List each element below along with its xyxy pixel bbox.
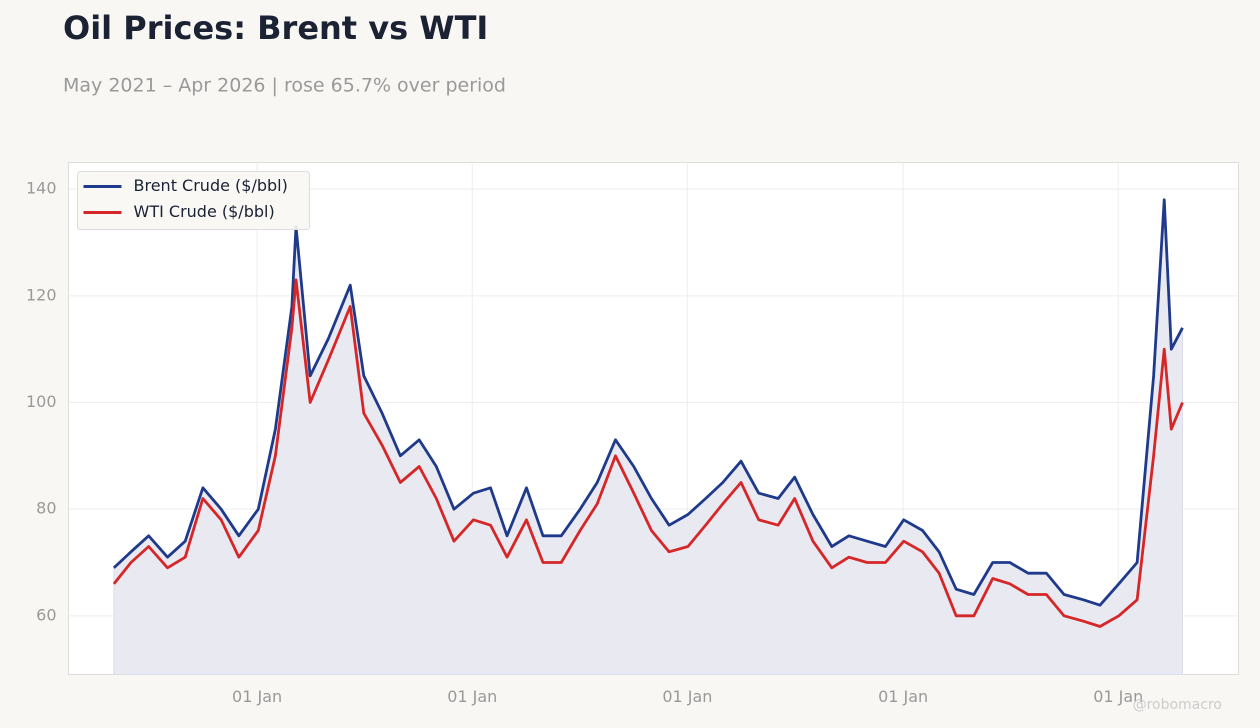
x-tick-label: 01 Jan bbox=[1093, 687, 1143, 706]
y-tick-label: 60 bbox=[36, 605, 56, 624]
chart-subtitle: May 2021 – Apr 2026 | rose 65.7% over pe… bbox=[63, 75, 506, 97]
x-tick-label: 01 Jan bbox=[447, 687, 497, 706]
watermark: @robomacro bbox=[1133, 697, 1222, 713]
x-tick-label: 01 Jan bbox=[662, 687, 712, 706]
x-tick-label: 01 Jan bbox=[878, 687, 928, 706]
y-tick-label: 140 bbox=[26, 179, 57, 198]
line bbox=[112, 278, 1184, 628]
legend-label: WTI Crude ($/bbl) bbox=[134, 202, 275, 221]
line bbox=[112, 198, 1184, 607]
legend-label: Brent Crude ($/bbl) bbox=[134, 176, 288, 195]
y-tick-label: 120 bbox=[26, 285, 57, 304]
y-tick-label: 80 bbox=[36, 499, 56, 518]
chart-title: Oil Prices: Brent vs WTI bbox=[63, 9, 488, 47]
legend-box bbox=[77, 171, 310, 230]
y-tick-label: 100 bbox=[26, 392, 57, 411]
x-tick-label: 01 Jan bbox=[232, 687, 282, 706]
